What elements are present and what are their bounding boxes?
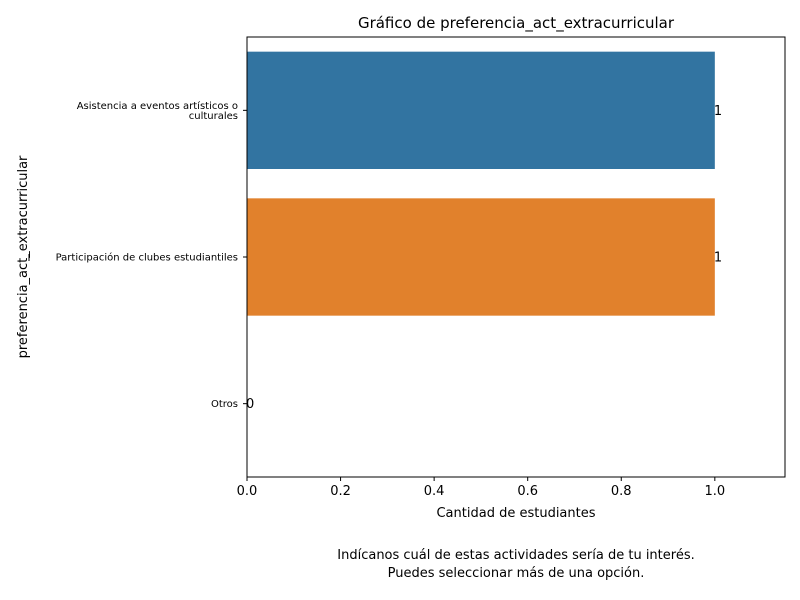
y-tick-label-line: culturales [189, 111, 238, 122]
bar-1 [247, 198, 715, 316]
x-tick-label-3: 0.6 [517, 484, 538, 499]
x-tick-label-1: 0.2 [330, 484, 351, 499]
x-tick-label-2: 0.4 [424, 484, 445, 499]
y-axis-label: preferencia_act_extracurricular [16, 155, 31, 358]
chart-caption: Indícanos cuál de estas actividades serí… [216, 547, 800, 583]
y-tick-label-2: Otros [211, 399, 238, 410]
x-axis: 0.0 0.2 0.4 0.6 0.8 1.0 [237, 477, 725, 499]
y-tick-label-line: Otros [211, 399, 238, 410]
data-label-2: 0 [246, 397, 254, 412]
caption-line-2: Puedes seleccionar más de una opción. [387, 566, 645, 581]
x-axis-label: Cantidad de estudiantes [436, 506, 595, 521]
y-tick-label-1: Participación de clubes estudiantiles [56, 252, 238, 264]
y-axis: Asistencia a eventos artísticos o cultura… [28, 100, 247, 410]
data-label-1: 1 [714, 251, 722, 266]
x-tick-label-4: 0.8 [611, 484, 632, 499]
x-tick-label-0: 0.0 [237, 484, 258, 499]
data-label-0: 1 [714, 104, 722, 119]
chart-title: Gráfico de preferencia_act_extracurricul… [358, 14, 675, 33]
y-tick-label-0: Asistencia a eventos artísticos o cultura… [77, 100, 238, 122]
y-tick-label-line: Asistencia a eventos artísticos o [77, 100, 238, 112]
y-tick-label-line: Participación de clubes estudiantiles [56, 252, 238, 264]
caption-line-1: Indícanos cuál de estas actividades serí… [337, 548, 695, 563]
bars-layer: 1 1 0 [246, 51, 722, 412]
bar-0 [247, 51, 715, 169]
x-tick-label-5: 1.0 [704, 484, 725, 499]
